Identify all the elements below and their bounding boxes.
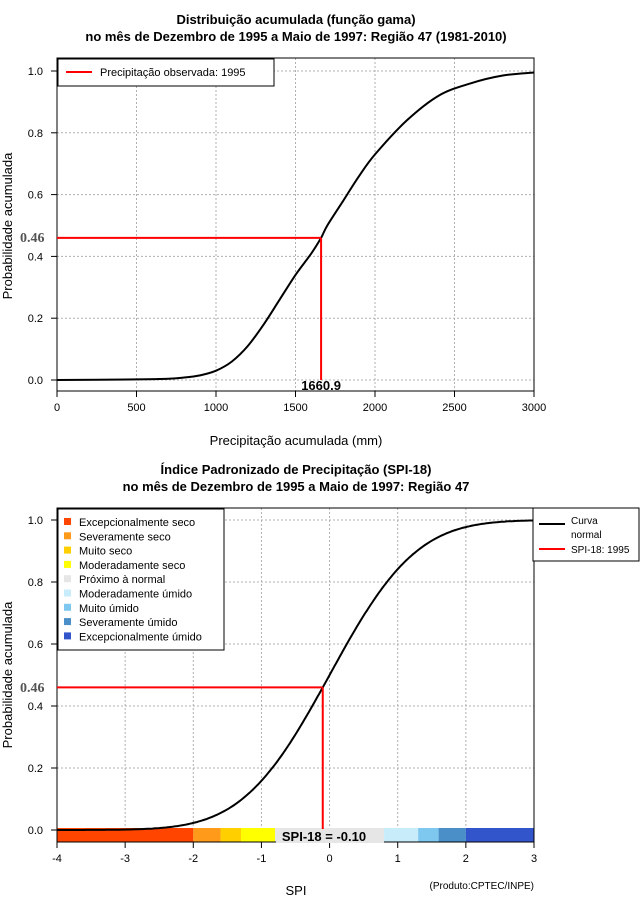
chart1-legend: Precipitação observada: 1995 <box>57 58 275 87</box>
chart2-color-band <box>438 828 466 842</box>
chart2-x-tick-label: 2 <box>463 853 469 865</box>
chart1-x-tick-label: 0 <box>54 402 60 414</box>
chart1-grid <box>56 58 535 391</box>
chart1-x-tick-label: 2500 <box>442 402 466 414</box>
chart1-prob-value-label: 0.46 <box>20 231 45 246</box>
chart2-legend-label: Moderadamente úmido <box>79 589 192 601</box>
chart2-y-tick-label: 0.6 <box>28 639 43 651</box>
chart2-title: Índice Padronizado de Precipitação (SPI-… <box>161 462 432 477</box>
chart2-x-tick-label: -4 <box>52 853 62 865</box>
chart-gamma-cdf: Distribuição acumulada (função gama) no … <box>0 12 546 448</box>
chart2-prob-value-label: 0.46 <box>20 681 45 696</box>
chart2-y-axis: 0.0 0.2 0.4 0.6 0.8 1.0 <box>28 515 57 837</box>
chart1-x-tick-label: 500 <box>127 402 145 414</box>
product-credit: (Produto:CPTEC/INPE) <box>430 881 534 892</box>
chart1-ylabel: Probabilidade acumulada <box>0 152 15 299</box>
chart2-spi-annotation-bg <box>276 829 384 843</box>
chart2-y-tick-label: 0.0 <box>28 825 43 837</box>
chart2-legend-label: Excepcionalmente úmido <box>79 631 202 643</box>
chart2-legend-swatch <box>64 618 71 626</box>
chart2-legend-curve-label-line2: normal <box>571 530 602 541</box>
chart2-xlabel: SPI <box>286 883 307 898</box>
chart2-normal-curve <box>57 519 535 831</box>
chart1-y-tick-label: 0.6 <box>28 190 43 202</box>
chart2-category-legend: Excepcionalmente seco Severamente seco Mui… <box>57 508 225 651</box>
chart2-subtitle: no mês de Dezembro de 1995 a Maio de 199… <box>123 479 470 494</box>
chart1-x-tick-label: 2000 <box>363 402 387 414</box>
chart2-color-band <box>57 828 194 842</box>
chart2-legend-label: Excepcionalmente seco <box>79 517 195 529</box>
chart2-legend-label: Severamente seco <box>79 531 171 543</box>
chart2-x-tick-label: -3 <box>120 853 130 865</box>
chart1-gamma-curve <box>56 71 535 381</box>
chart1-y-tick-label: 0.0 <box>28 375 43 387</box>
chart2-x-tick-label: 0 <box>327 853 333 865</box>
chart1-y-tick-label: 0.2 <box>28 313 43 325</box>
chart2-legend-swatch <box>64 546 71 554</box>
chart2-legend-curve-label-line1: Curva <box>571 516 598 527</box>
chart1-subtitle: no mês de Dezembro de 1995 a Maio de 199… <box>85 29 506 44</box>
chart1-x-tick-label: 1500 <box>283 402 307 414</box>
chart2-ylabel: Probabilidade acumulada <box>0 601 15 748</box>
chart2-legend-swatch <box>64 603 71 611</box>
chart2-legend-label: Severamente úmido <box>79 617 177 629</box>
chart2-x-tick-label: -1 <box>257 853 267 865</box>
chart2-legend-swatch <box>64 532 71 540</box>
chart1-y-tick-label: 0.4 <box>28 251 43 263</box>
chart1-y-axis: 0.0 0.2 0.4 0.6 0.8 1.0 <box>28 66 57 387</box>
chart1-y-tick-label: 0.8 <box>28 128 43 140</box>
chart2-legend-swatch <box>64 589 71 597</box>
chart2-legend-swatch <box>64 575 71 583</box>
chart2-x-tick-label: -2 <box>188 853 198 865</box>
chart2-y-tick-label: 0.8 <box>28 577 43 589</box>
chart2-color-band <box>465 828 534 842</box>
chart2-legend-label: Muito úmido <box>79 603 139 615</box>
chart2-y-tick-label: 1.0 <box>28 515 43 527</box>
chart2-legend-spi-label: SPI-18: 1995 <box>571 545 630 556</box>
chart1-title: Distribuição acumulada (função gama) <box>176 12 415 27</box>
chart1-x-tick-label: 1000 <box>204 402 228 414</box>
chart2-color-band <box>193 828 221 842</box>
chart1-xlabel: Precipitação acumulada (mm) <box>210 433 383 448</box>
chart2-legend-swatch <box>64 518 71 525</box>
chart2-x-axis: -4 -3 -2 -1 0 1 2 3 <box>52 842 537 865</box>
chart2-color-band <box>384 828 419 842</box>
chart1-x-tick-label: 3000 <box>522 402 546 414</box>
chart-spi: Índice Padronizado de Precipitação (SPI-… <box>0 462 640 898</box>
chart2-legend-label: Muito seco <box>79 546 132 558</box>
chart1-x-axis: 0 500 1000 1500 2000 2500 3000 <box>54 391 546 414</box>
chart2-x-tick-label: 3 <box>531 853 537 865</box>
chart2-y-tick-label: 0.4 <box>28 701 43 713</box>
chart2-spi-annotation: SPI-18 = -0.10 <box>282 829 366 844</box>
chart2-category-legend-box <box>57 508 225 651</box>
chart1-legend-box <box>57 58 275 87</box>
chart2-y-tick-label: 0.2 <box>28 763 43 775</box>
chart2-color-band <box>418 828 439 842</box>
chart2-legend-swatch <box>64 560 71 568</box>
chart2-legend-label: Moderadamente seco <box>79 560 185 572</box>
chart2-legend-swatch <box>64 632 71 640</box>
chart2-color-band <box>240 828 276 842</box>
chart1-y-tick-label: 1.0 <box>28 66 43 78</box>
chart2-x-tick-label: 1 <box>395 853 401 865</box>
chart2-color-band <box>220 828 241 842</box>
chart2-series-legend: Curva normal SPI-18: 1995 <box>532 507 640 562</box>
chart2-series-legend-box <box>532 507 640 562</box>
chart1-legend-label: Precipitação observada: 1995 <box>100 67 246 79</box>
chart2-legend-label: Próximo à normal <box>79 574 165 586</box>
chart1-precip-value-label: 1660.9 <box>301 378 341 393</box>
